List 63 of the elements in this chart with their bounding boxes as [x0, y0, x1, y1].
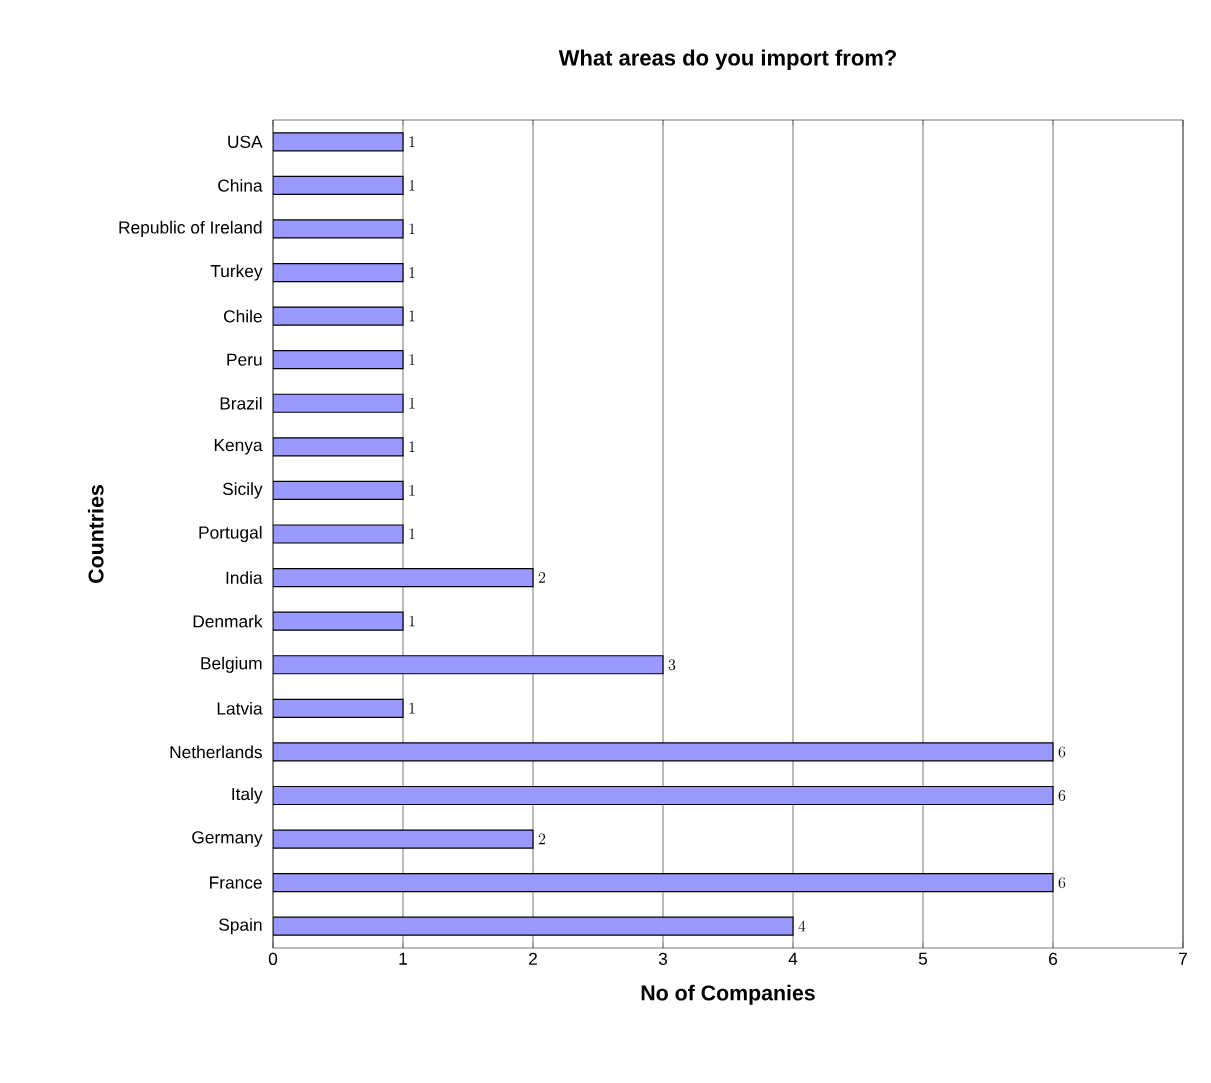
bar	[273, 132, 404, 152]
bar	[273, 611, 404, 631]
y-tick-label: Belgium	[201, 656, 262, 673]
bar	[273, 262, 404, 283]
x-tick-label: 3	[658, 952, 668, 965]
data-label: 6	[1058, 877, 1066, 889]
data-label: 1	[409, 267, 415, 278]
bar	[273, 567, 534, 588]
bar	[273, 393, 404, 413]
data-label: 1	[409, 484, 415, 496]
bar	[273, 785, 1054, 806]
y-tick-label: Germany	[192, 831, 263, 847]
y-tick-label: Kenya	[214, 439, 263, 455]
x-tick-label: 6	[1049, 952, 1058, 965]
data-label: 3	[668, 659, 676, 671]
data-label: 1	[409, 223, 415, 235]
data-label: 1	[409, 310, 415, 322]
data-label: 1	[409, 702, 415, 714]
x-axis-title: No of Companies	[641, 984, 815, 1005]
data-label: 2	[538, 572, 546, 583]
bar	[273, 350, 404, 370]
x-tick-label: 1	[399, 952, 407, 965]
x-tick-label: 5	[918, 952, 928, 965]
x-tick-label: 2	[529, 952, 537, 965]
y-tick-label: Chile	[223, 309, 262, 323]
data-label: 1	[409, 179, 415, 191]
y-tick-label: Peru	[227, 353, 262, 366]
x-tick-label: 4	[788, 952, 798, 965]
data-label: 6	[1058, 789, 1066, 801]
x-tick-label: 7	[1179, 952, 1187, 965]
data-label: 1	[409, 615, 415, 627]
data-label: 1	[409, 354, 415, 365]
y-tick-label: Denmark	[193, 614, 263, 628]
y-tick-label: India	[226, 571, 263, 584]
y-tick-label: Italy	[232, 787, 263, 804]
x-tick-label: 0	[268, 952, 278, 965]
y-tick-label: Turkey	[210, 264, 263, 281]
data-label: 1	[409, 528, 415, 540]
bar	[273, 480, 404, 501]
y-tick-label: Republic of Ireland	[119, 220, 262, 238]
y-tick-label: Sicily	[222, 482, 263, 499]
y-tick-label: USA	[228, 135, 263, 148]
data-label: 1	[409, 397, 415, 409]
y-tick-label: Portugal	[199, 525, 262, 543]
y-tick-label: Netherlands	[170, 745, 262, 759]
y-tick-label: France	[210, 876, 262, 889]
y-tick-label: Spain	[219, 918, 262, 935]
bar	[273, 916, 794, 936]
data-label: 6	[1058, 746, 1066, 758]
data-label: 4	[798, 920, 806, 932]
y-tick-label: China	[218, 179, 263, 192]
bar	[273, 698, 404, 718]
bar	[273, 655, 664, 675]
data-label: 1	[409, 136, 415, 147]
bar	[273, 175, 404, 195]
bar	[273, 873, 1054, 893]
data-label: 2	[538, 833, 546, 845]
chart-title: What areas do you import from?	[558, 49, 897, 70]
y-tick-label: Latvia	[217, 701, 263, 715]
y-tick-label: Brazil	[220, 396, 262, 410]
bar	[273, 437, 404, 457]
data-label: 1	[409, 441, 415, 452]
y-axis-title: Countries	[87, 485, 104, 583]
